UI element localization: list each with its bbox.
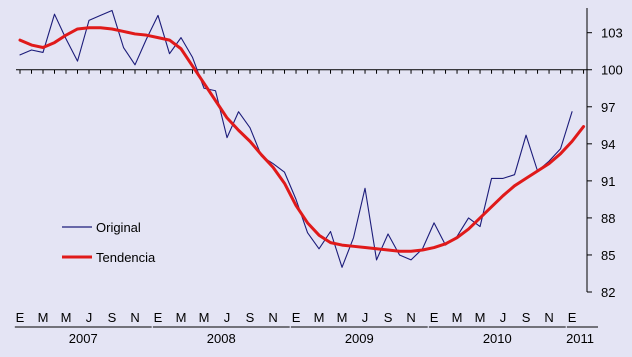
- month-label: M: [337, 310, 348, 325]
- month-label: E: [430, 310, 439, 325]
- month-label: S: [108, 310, 117, 325]
- month-label: E: [292, 310, 301, 325]
- month-label: M: [452, 310, 463, 325]
- month-label: J: [224, 310, 231, 325]
- month-label: M: [176, 310, 187, 325]
- month-label: E: [154, 310, 163, 325]
- month-label: N: [406, 310, 415, 325]
- month-label: M: [314, 310, 325, 325]
- month-label: N: [268, 310, 277, 325]
- axes: 82 85 88 91 94 97 100 103: [16, 8, 623, 300]
- legend: Original Tendencia: [62, 220, 156, 265]
- year-label: 2007: [69, 331, 98, 346]
- month-label: S: [384, 310, 393, 325]
- month-label: S: [246, 310, 255, 325]
- y-tick-label: 85: [601, 248, 615, 263]
- month-label: M: [61, 310, 72, 325]
- y-tick-label: 103: [601, 26, 623, 41]
- series-layer: [18, 9, 586, 268]
- month-label: J: [500, 310, 507, 325]
- legend-label-tendencia: Tendencia: [96, 250, 156, 265]
- month-label: M: [199, 310, 210, 325]
- month-label: M: [475, 310, 486, 325]
- month-label: M: [38, 310, 49, 325]
- year-label: 2010: [483, 331, 512, 346]
- y-tick-label: 82: [601, 285, 615, 300]
- month-label: J: [362, 310, 369, 325]
- month-label: N: [544, 310, 553, 325]
- y-tick-label: 100: [601, 63, 623, 78]
- year-label: 2011: [566, 331, 594, 346]
- series-line-tendencia: [18, 26, 586, 253]
- month-label: J: [86, 310, 93, 325]
- y-tick-label: 97: [601, 100, 615, 115]
- y-tick-label: 88: [601, 211, 615, 226]
- month-label: E: [16, 310, 25, 325]
- month-label: S: [522, 310, 531, 325]
- y-tick-label: 94: [601, 137, 615, 152]
- month-label: E: [568, 310, 577, 325]
- legend-label-original: Original: [96, 220, 141, 235]
- year-label: 2009: [345, 331, 374, 346]
- month-label: N: [130, 310, 139, 325]
- series-line-original: [19, 9, 573, 268]
- year-label: 2008: [207, 331, 236, 346]
- y-tick-label: 91: [601, 174, 615, 189]
